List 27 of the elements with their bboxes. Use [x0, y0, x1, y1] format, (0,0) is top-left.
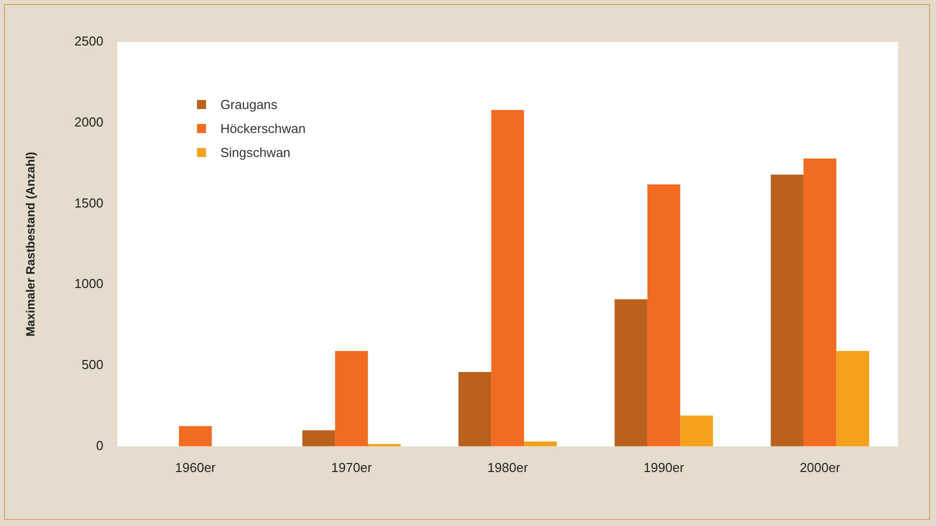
bar [680, 416, 713, 446]
y-tick-label: 1500 [74, 195, 104, 210]
y-tick-label: 2500 [74, 34, 104, 49]
bar [647, 184, 680, 446]
bar [614, 299, 648, 446]
y-axis-title: Maximaler Rastbestand (Anzahl) [24, 152, 38, 337]
bar [491, 110, 524, 446]
bar [524, 442, 557, 446]
legend-label: Singschwan [220, 144, 290, 160]
bar [770, 174, 804, 446]
x-tick-label: 2000er [800, 460, 841, 475]
y-tick-label: 0 [96, 438, 104, 453]
bar [302, 430, 336, 446]
bar [335, 350, 368, 446]
bar [458, 372, 492, 446]
x-tick-label: 1970er [331, 460, 372, 475]
bar [804, 158, 836, 446]
legend-label: Höckerschwan [220, 120, 306, 136]
y-tick-label: 2000 [74, 114, 104, 130]
x-tick-label: 1960er [175, 460, 216, 475]
bar [836, 350, 870, 446]
y-tick-label: 1000 [74, 276, 104, 292]
y-tick-label: 500 [82, 357, 104, 372]
legend-label: Graugans [220, 96, 278, 112]
x-tick-label: 1990er [644, 460, 685, 475]
x-tick-label: 1980er [487, 460, 529, 475]
bar [178, 426, 212, 446]
